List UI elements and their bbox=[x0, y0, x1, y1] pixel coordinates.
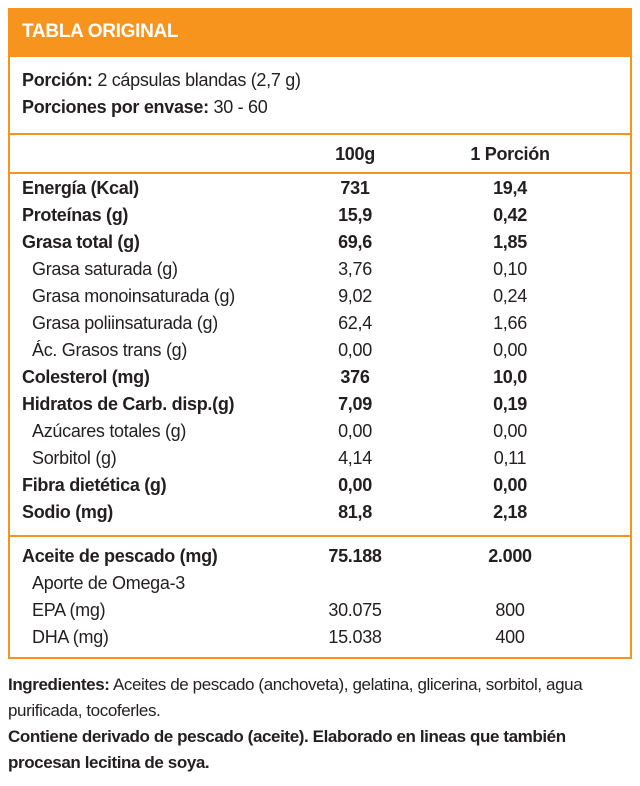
row-value: 4,14 bbox=[338, 448, 372, 468]
portion-value: 2 cápsulas blandas (2,7 g) bbox=[97, 70, 301, 90]
row: EPA (mg) 30.075 800 bbox=[10, 597, 630, 624]
nutrition-box: Porción: 2 cápsulas blandas (2,7 g) Porc… bbox=[8, 55, 632, 659]
ingredients-text: Aceites de pescado (anchoveta), gelatina… bbox=[8, 675, 583, 720]
row-label: Ác. Grasos trans (g) bbox=[32, 340, 188, 360]
row-label: DHA (mg) bbox=[32, 627, 109, 647]
row-value: 1,66 bbox=[493, 313, 527, 333]
row: Sodio (mg) 81,8 2,18 bbox=[10, 499, 630, 526]
row: Aporte de Omega-3 bbox=[10, 570, 630, 597]
row-label: Azúcares totales (g) bbox=[32, 421, 187, 441]
row-value: 81,8 bbox=[338, 502, 372, 522]
row: Energía (Kcal) 731 19,4 bbox=[10, 175, 630, 202]
row-value: 15,9 bbox=[338, 205, 372, 225]
row-label: Grasa poliinsaturada (g) bbox=[32, 313, 218, 333]
row-value: 731 bbox=[340, 178, 370, 198]
separator bbox=[10, 133, 630, 135]
row: Azúcares totales (g) 0,00 0,00 bbox=[10, 418, 630, 445]
row-label: Grasa monoinsaturada (g) bbox=[32, 286, 235, 306]
row: Sorbitol (g) 4,14 0,11 bbox=[10, 445, 630, 472]
row: Hidratos de Carb. disp.(g) 7,09 0,19 bbox=[10, 391, 630, 418]
row-value: 400 bbox=[495, 627, 525, 647]
row: Ác. Grasos trans (g) 0,00 0,00 bbox=[10, 337, 630, 364]
row-label: Energía (Kcal) bbox=[22, 178, 139, 198]
row-value: 9,02 bbox=[338, 286, 372, 306]
row-value: 0,19 bbox=[493, 394, 527, 414]
separator bbox=[10, 172, 630, 174]
row-value: 800 bbox=[495, 600, 525, 620]
row-label: Aceite de pescado (mg) bbox=[22, 546, 218, 566]
oil-rows: Aceite de pescado (mg) 75.188 2.000 Aporte … bbox=[10, 543, 630, 651]
row-label: EPA (mg) bbox=[32, 600, 106, 620]
ingredients: Ingredientes: Aceites de pescado (anchov… bbox=[8, 672, 636, 724]
row: Grasa poliinsaturada (g) 62,4 1,66 bbox=[10, 310, 630, 337]
row-value: 0,10 bbox=[493, 259, 527, 279]
row-value: 0,00 bbox=[338, 475, 372, 495]
row: Colesterol (mg) 376 10,0 bbox=[10, 364, 630, 391]
row-value: 3,76 bbox=[338, 259, 372, 279]
row-value: 1,85 bbox=[493, 232, 527, 252]
row-value: 75.188 bbox=[328, 546, 382, 566]
row-value: 69,6 bbox=[338, 232, 372, 252]
row-value: 0,24 bbox=[493, 286, 527, 306]
row-value: 0,11 bbox=[493, 448, 527, 468]
row-label: Proteínas (g) bbox=[22, 205, 129, 225]
row-label: Grasa total (g) bbox=[22, 232, 140, 252]
row-label: Colesterol (mg) bbox=[22, 367, 150, 387]
row-value: 0,00 bbox=[338, 340, 372, 360]
servings: Porciones por envase: 30 - 60 bbox=[10, 94, 630, 121]
portion-label: Porción: bbox=[22, 70, 93, 90]
row-value: 0,00 bbox=[493, 475, 527, 495]
row-value: 2,18 bbox=[493, 502, 527, 522]
ingredients-label: Ingredientes: bbox=[8, 675, 110, 694]
portion: Porción: 2 cápsulas blandas (2,7 g) bbox=[10, 67, 630, 94]
column: 100g bbox=[335, 144, 375, 164]
row: DHA (mg) 15.038 400 bbox=[10, 624, 630, 651]
separator bbox=[10, 535, 630, 537]
row-value: 0,00 bbox=[493, 421, 527, 441]
row: Grasa total (g) 69,6 1,85 bbox=[10, 229, 630, 256]
row-value: 376 bbox=[340, 367, 370, 387]
row-value: 2.000 bbox=[488, 546, 532, 566]
row: Grasa saturada (g) 3,76 0,10 bbox=[10, 256, 630, 283]
row-label: Fibra dietética (g) bbox=[22, 475, 167, 495]
row: Proteínas (g) 15,9 0,42 bbox=[10, 202, 630, 229]
row: Grasa monoinsaturada (g) 9,02 0,24 bbox=[10, 283, 630, 310]
header-bar: TABLA ORIGINAL bbox=[8, 8, 632, 55]
row-value: 62,4 bbox=[338, 313, 372, 333]
column: 1 Porción bbox=[470, 144, 550, 164]
nutrient-rows: Energía (Kcal) 731 19,4 Proteínas (g) 15,9 0,… bbox=[10, 175, 630, 526]
row-label: Sorbitol (g) bbox=[32, 448, 117, 468]
row-label: Aporte de Omega-3 bbox=[32, 573, 185, 593]
warning: Contiene derivado de pescado (aceite). E… bbox=[8, 727, 566, 772]
row-value: 7,09 bbox=[338, 394, 372, 414]
row-label: Grasa saturada (g) bbox=[32, 259, 178, 279]
row: Fibra dietética (g) 0,00 0,00 bbox=[10, 472, 630, 499]
title: TABLA ORIGINAL bbox=[22, 21, 179, 42]
servings-value: 30 - 60 bbox=[213, 97, 268, 117]
row-value: 10,0 bbox=[493, 367, 527, 387]
row-value: 19,4 bbox=[493, 178, 527, 198]
portion-section: Porción: 2 cápsulas blandas (2,7 g) Porc… bbox=[10, 67, 630, 121]
row: Aceite de pescado (mg) 75.188 2.000 bbox=[10, 543, 630, 570]
row-label: Hidratos de Carb. disp.(g) bbox=[22, 394, 235, 414]
row-label: Sodio (mg) bbox=[22, 502, 113, 522]
footer: Ingredientes: Aceites de pescado (anchov… bbox=[8, 672, 636, 776]
row-value: 0,00 bbox=[493, 340, 527, 360]
row-value: 15.038 bbox=[328, 627, 382, 647]
row-value: 30.075 bbox=[328, 600, 382, 620]
row-value: 0,42 bbox=[493, 205, 527, 225]
servings-label: Porciones por envase: bbox=[22, 97, 209, 117]
row-value: 0,00 bbox=[338, 421, 372, 441]
column-header: 100g 1 Porción bbox=[10, 141, 630, 168]
